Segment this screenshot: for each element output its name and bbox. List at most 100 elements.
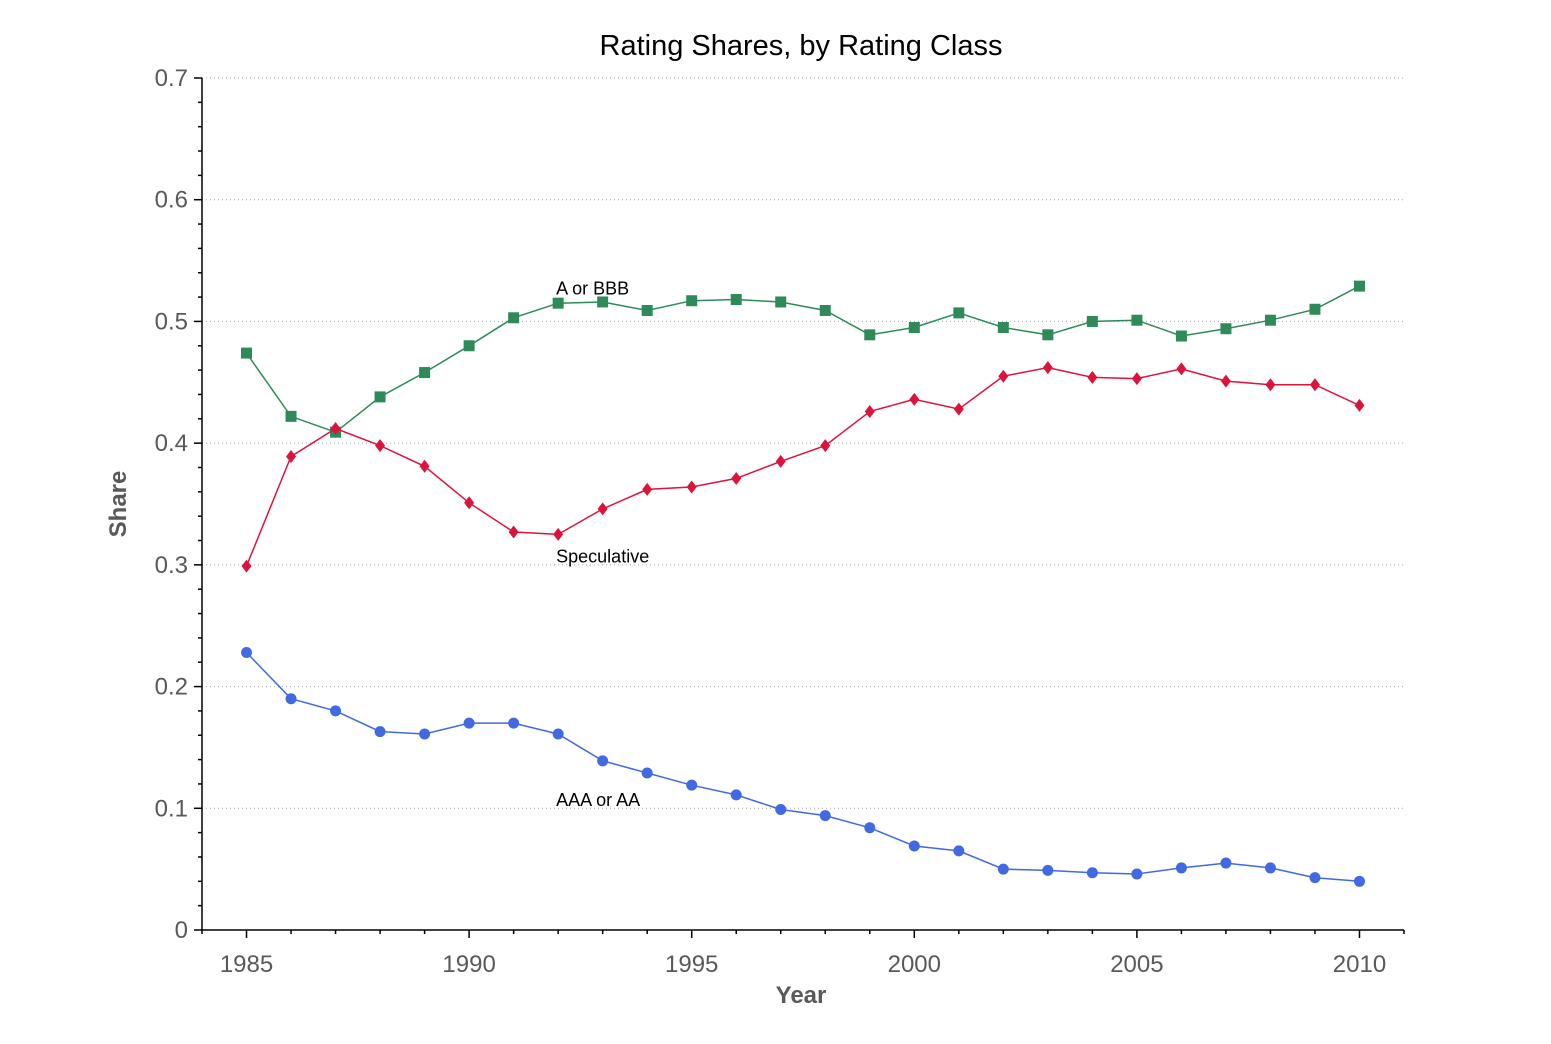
data-point-speculative-1985 xyxy=(241,559,252,573)
data-point-speculative-1999 xyxy=(864,404,875,418)
data-point-aaa-or-aa-2007 xyxy=(1220,857,1232,869)
data-point-a-or-bbb-1992 xyxy=(552,297,564,309)
data-point-speculative-1994 xyxy=(642,482,653,496)
data-point-speculative-2005 xyxy=(1131,372,1142,386)
y-tick-label: 0.5 xyxy=(155,308,188,335)
x-tick-label: 2000 xyxy=(888,951,941,978)
y-tick-label: 0.7 xyxy=(155,65,188,92)
data-point-speculative-1987 xyxy=(330,422,341,436)
data-point-aaa-or-aa-1989 xyxy=(419,728,431,740)
data-point-speculative-1989 xyxy=(419,459,430,473)
data-point-aaa-or-aa-1987 xyxy=(330,705,342,717)
data-point-aaa-or-aa-1999 xyxy=(864,822,876,834)
data-point-aaa-or-aa-1996 xyxy=(730,789,742,801)
data-point-aaa-or-aa-2004 xyxy=(1086,867,1098,879)
data-point-a-or-bbb-1989 xyxy=(419,367,431,379)
data-point-aaa-or-aa-1990 xyxy=(463,717,475,729)
data-point-a-or-bbb-1993 xyxy=(597,296,609,308)
series-a-or-bbb xyxy=(241,280,1365,438)
data-point-speculative-2001 xyxy=(953,402,964,416)
y-tick-label: 0.1 xyxy=(155,795,188,822)
x-axis-label: Year xyxy=(776,982,827,1009)
data-point-aaa-or-aa-1995 xyxy=(686,779,698,791)
y-axis-label: Share xyxy=(105,471,132,538)
data-point-aaa-or-aa-2003 xyxy=(1042,864,1054,876)
x-tick-label: 1995 xyxy=(665,951,718,978)
x-tick-label: 1985 xyxy=(220,951,273,978)
y-tick-label: 0.6 xyxy=(155,187,188,214)
data-point-aaa-or-aa-2006 xyxy=(1175,862,1187,874)
series-line-a-or-bbb xyxy=(245,285,1360,434)
series-line-speculative xyxy=(245,366,1360,567)
data-point-aaa-or-aa-1985 xyxy=(241,646,253,658)
data-point-speculative-1986 xyxy=(286,450,297,464)
data-point-aaa-or-aa-1988 xyxy=(374,726,386,738)
data-point-a-or-bbb-1999 xyxy=(864,329,876,341)
data-point-speculative-2002 xyxy=(998,369,1009,383)
data-point-a-or-bbb-2005 xyxy=(1131,314,1143,326)
data-point-a-or-bbb-2004 xyxy=(1086,315,1098,327)
x-tick-label: 2005 xyxy=(1110,951,1163,978)
data-point-aaa-or-aa-1993 xyxy=(597,755,609,767)
data-point-aaa-or-aa-1998 xyxy=(819,810,831,822)
axes: 0 0.1 0.2 0.3 0.4 0.5 0.6 0.7 1985 1990 1995 2000 20… xyxy=(155,65,1405,978)
data-point-a-or-bbb-1991 xyxy=(508,312,520,324)
data-point-a-or-bbb-2001 xyxy=(953,307,965,319)
data-point-speculative-1988 xyxy=(375,439,386,453)
data-point-a-or-bbb-1994 xyxy=(641,304,653,316)
data-point-a-or-bbb-2007 xyxy=(1220,323,1232,335)
data-point-speculative-1990 xyxy=(464,496,475,510)
series-speculative xyxy=(241,361,1365,573)
data-point-a-or-bbb-1998 xyxy=(819,304,831,316)
data-point-aaa-or-aa-1994 xyxy=(641,767,653,779)
data-point-speculative-1997 xyxy=(775,454,786,468)
data-point-aaa-or-aa-2002 xyxy=(997,863,1009,875)
y-tick-label: 0 xyxy=(175,917,188,944)
data-point-aaa-or-aa-2008 xyxy=(1264,862,1276,874)
data-point-a-or-bbb-2010 xyxy=(1353,280,1365,292)
series-label-a-or-bbb: A or BBB xyxy=(556,279,629,299)
data-point-speculative-1991 xyxy=(508,525,519,539)
data-point-aaa-or-aa-1992 xyxy=(552,728,564,740)
data-point-speculative-2003 xyxy=(1042,361,1053,375)
data-point-aaa-or-aa-1997 xyxy=(775,804,787,816)
data-point-a-or-bbb-1986 xyxy=(285,410,297,422)
data-point-aaa-or-aa-2009 xyxy=(1309,872,1321,884)
data-point-speculative-2006 xyxy=(1176,362,1187,376)
data-point-aaa-or-aa-2010 xyxy=(1353,875,1365,887)
y-tick-label: 0.2 xyxy=(155,674,188,701)
x-tick-label: 1990 xyxy=(442,951,495,978)
series-line-aaa-or-aa xyxy=(245,651,1360,883)
data-point-speculative-2007 xyxy=(1220,374,1231,388)
data-point-speculative-2008 xyxy=(1265,378,1276,392)
data-point-a-or-bbb-2008 xyxy=(1264,314,1276,326)
data-point-a-or-bbb-1988 xyxy=(374,391,386,403)
series-label-aaa-or-aa: AAA or AA xyxy=(556,790,640,810)
series-label-speculative: Speculative xyxy=(556,546,649,566)
data-point-a-or-bbb-1995 xyxy=(686,295,698,307)
y-tick-label: 0.3 xyxy=(155,552,188,579)
data-point-speculative-2009 xyxy=(1309,378,1320,392)
data-point-a-or-bbb-1997 xyxy=(775,296,787,308)
data-point-speculative-1996 xyxy=(731,471,742,485)
series-annotations: A or BBB Speculative AAA or AA xyxy=(556,279,649,810)
data-point-a-or-bbb-2003 xyxy=(1042,329,1054,341)
data-point-aaa-or-aa-2001 xyxy=(953,845,965,857)
x-tick-label: 2010 xyxy=(1333,951,1386,978)
gridlines xyxy=(202,77,1404,809)
data-point-a-or-bbb-2006 xyxy=(1175,330,1187,342)
data-point-speculative-1995 xyxy=(686,480,697,494)
data-point-speculative-2010 xyxy=(1354,398,1365,412)
data-point-aaa-or-aa-1986 xyxy=(285,693,297,705)
data-point-speculative-2000 xyxy=(909,392,920,406)
series-aaa-or-aa xyxy=(241,646,1365,887)
data-point-speculative-2004 xyxy=(1087,370,1098,384)
data-point-aaa-or-aa-2000 xyxy=(908,840,920,852)
data-point-aaa-or-aa-1991 xyxy=(508,717,520,729)
data-point-a-or-bbb-1990 xyxy=(463,340,475,352)
data-point-a-or-bbb-2009 xyxy=(1309,303,1321,315)
chart-title: Rating Shares, by Rating Class xyxy=(600,30,1003,62)
data-point-a-or-bbb-1996 xyxy=(730,294,742,306)
data-point-speculative-1998 xyxy=(820,439,831,453)
